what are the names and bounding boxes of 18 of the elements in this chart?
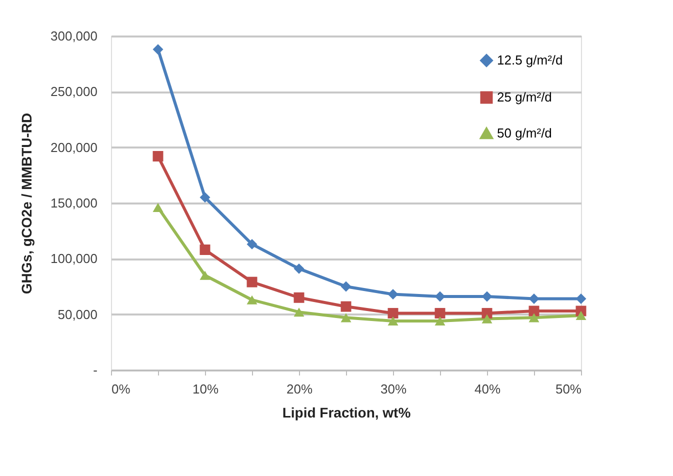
y-axis-title: GHGs, gCO2e / MMBTU-RD bbox=[18, 112, 35, 294]
y-tick-label: 50,000 bbox=[58, 306, 98, 322]
x-axis-title: Lipid Fraction, wt% bbox=[282, 404, 412, 420]
y-tick-label: 300,000 bbox=[50, 28, 98, 44]
x-tick-label: 50% bbox=[555, 382, 582, 396]
x-tick-label: 30% bbox=[380, 382, 407, 396]
x-tick-label: 0% bbox=[112, 382, 131, 396]
y-tick-label: 100,000 bbox=[50, 251, 98, 266]
x-tick-label: 40% bbox=[474, 382, 501, 396]
x-tick-label: 10% bbox=[192, 382, 219, 396]
legend-label: 12.5 g/m²/d bbox=[497, 52, 563, 68]
y-tick-label: 200,000 bbox=[50, 140, 98, 155]
legend-label: 25 g/m²/d bbox=[497, 90, 552, 104]
x-tick-label: 20% bbox=[286, 382, 313, 396]
y-tick-label: - bbox=[93, 362, 98, 378]
legend-label: 50 g/m²/d bbox=[497, 126, 552, 140]
y-tick-label: 250,000 bbox=[50, 84, 98, 100]
y-tick-label: 150,000 bbox=[50, 196, 98, 210]
